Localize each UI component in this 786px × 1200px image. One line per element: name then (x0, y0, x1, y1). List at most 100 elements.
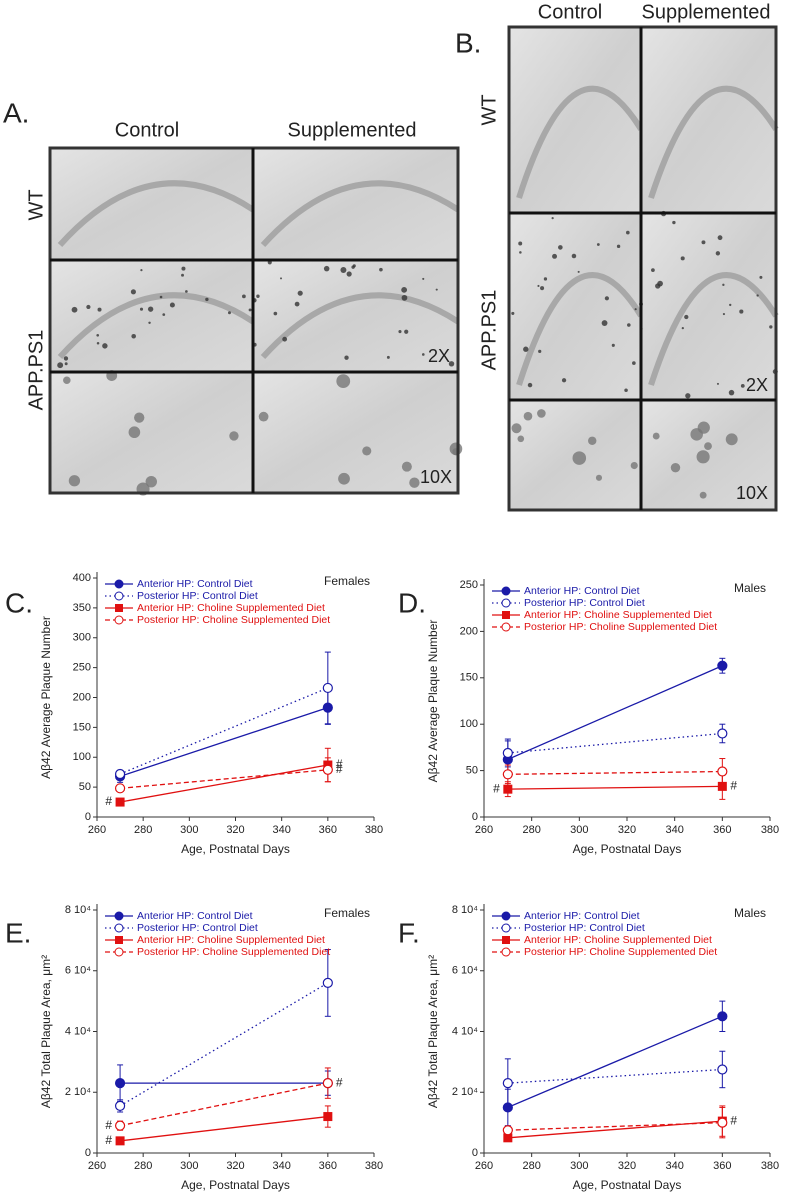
plaque (379, 267, 383, 272)
plaque (102, 343, 108, 349)
magnification: 10X (736, 483, 768, 503)
plaque (538, 349, 542, 353)
plaque (57, 362, 64, 369)
plaque (185, 290, 188, 293)
plaque (537, 409, 546, 418)
plaque (601, 320, 608, 326)
chart: F. 0 2 10⁴ 4 10⁴ 6 10⁴ 8 10⁴ 260 280 300 320 340 36… (398, 904, 779, 1192)
legend-marker (114, 911, 124, 921)
plaque (716, 382, 720, 385)
series-line (120, 769, 328, 789)
micrograph (50, 148, 253, 260)
column-header: Control (115, 119, 179, 141)
panel-label: E. (5, 917, 31, 948)
plaque (404, 329, 409, 334)
plaque (561, 378, 567, 383)
y-tick-label: 4 10⁴ (452, 1025, 478, 1037)
plaque (97, 307, 102, 312)
legend-marker (501, 586, 511, 596)
legend-marker (114, 579, 124, 589)
plaque (588, 436, 597, 445)
plaque (68, 475, 81, 487)
plaque (728, 389, 735, 396)
y-tick-label: 250 (460, 579, 478, 591)
plaque (229, 431, 239, 441)
y-tick-label: 8 10⁴ (452, 904, 478, 916)
legend-marker (115, 936, 123, 944)
plaque (511, 423, 522, 434)
plaque (338, 472, 350, 485)
micrograph (641, 213, 776, 400)
legend-label: Anterior HP: Control Diet (524, 910, 640, 922)
plaque (684, 314, 689, 320)
plaque (435, 288, 438, 291)
plaque (616, 244, 621, 249)
marker (323, 1112, 333, 1122)
series-line (507, 785, 723, 790)
legend-label: Posterior HP: Control Diet (137, 922, 258, 934)
plaque (248, 308, 252, 312)
x-tick-label: 380 (761, 824, 779, 836)
significance-mark: # (105, 1118, 112, 1132)
y-tick-label: 350 (73, 602, 91, 614)
row-label: APP.PS1 (478, 290, 500, 371)
x-tick-label: 320 (618, 1160, 636, 1172)
significance-mark: # (730, 1113, 737, 1127)
significance-mark: # (493, 781, 500, 795)
plaque (725, 433, 738, 446)
plaque (715, 251, 721, 256)
tissue-contour (260, 180, 460, 248)
plaque (340, 267, 347, 273)
marker (717, 1064, 728, 1075)
marker (717, 766, 728, 777)
subtitle: Males (734, 581, 766, 595)
legend-marker (501, 947, 511, 957)
marker (502, 769, 513, 780)
marker (717, 781, 727, 791)
magnification: 10X (420, 467, 452, 487)
plaque (527, 382, 533, 388)
y-tick-label: 0 (472, 811, 478, 823)
series-line (507, 732, 723, 754)
y-tick-label: 0 (85, 811, 91, 823)
significance-mark: # (105, 794, 112, 808)
plaque (696, 450, 710, 464)
row-label: APP.PS1 (25, 330, 47, 411)
plaque (96, 341, 100, 345)
plaque (131, 333, 136, 339)
x-axis-title: Age, Postnatal Days (181, 1178, 290, 1192)
y-tick-label: 50 (79, 781, 91, 793)
legend-marker (501, 923, 511, 933)
plaque (722, 283, 725, 287)
y-axis-title: Aβ42 Total Plaque Area, μm² (426, 955, 440, 1108)
subtitle: Females (324, 906, 370, 920)
magnification: 2X (746, 375, 768, 395)
series-line (119, 982, 329, 1107)
x-tick-label: 340 (665, 1160, 683, 1172)
x-tick-label: 360 (319, 1160, 337, 1172)
plaque (401, 294, 408, 301)
panel-label: B. (455, 27, 481, 58)
y-tick-label: 100 (73, 751, 91, 763)
legend-marker (501, 911, 511, 921)
subtitle: Males (734, 906, 766, 920)
marker (322, 682, 333, 694)
plaque (398, 330, 402, 334)
plaque (740, 383, 745, 388)
panel-b: B. Control Supplemented WT APP.PS1 2X 10… (455, 1, 779, 512)
legend-label: Anterior HP: Control Diet (524, 585, 640, 597)
plaque (572, 451, 587, 465)
plaque (537, 284, 540, 288)
marker (114, 783, 126, 794)
x-tick-label: 360 (319, 824, 337, 836)
series-line (507, 770, 723, 775)
marker (502, 1078, 513, 1089)
significance-mark: # (336, 762, 343, 776)
y-tick-label: 6 10⁴ (65, 965, 91, 977)
micrograph (509, 27, 641, 213)
marker (502, 747, 513, 759)
y-tick-label: 200 (460, 625, 478, 637)
micrograph (509, 213, 641, 400)
plaque (611, 343, 615, 347)
